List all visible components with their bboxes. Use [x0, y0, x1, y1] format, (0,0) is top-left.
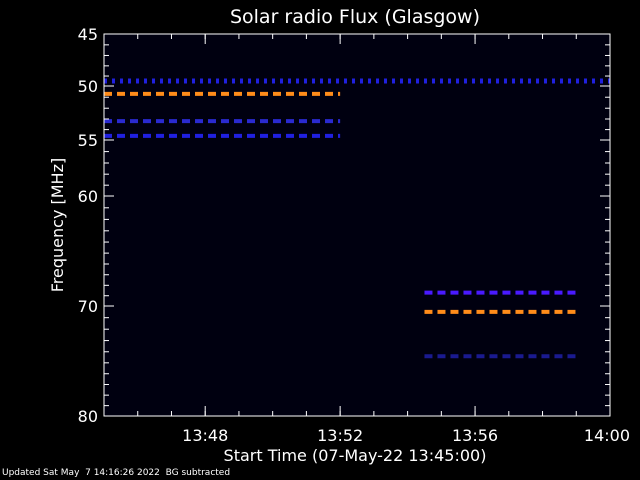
- plot-area: [104, 34, 610, 416]
- x-tick-label: 13:52: [317, 426, 363, 445]
- y-tick-label: 70: [78, 297, 98, 316]
- plot-frame: [103, 33, 611, 417]
- y-tick-label: 80: [78, 407, 98, 426]
- y-axis: 45 50 55 60 70 80: [78, 25, 610, 426]
- bg-note: BG subtracted: [165, 468, 231, 478]
- y-tick-label: 55: [78, 131, 98, 150]
- x-tick-label: 14:00: [584, 426, 630, 445]
- footer-status: Updated Sat May 7 14:16:26 2022 BG subtr…: [2, 468, 230, 478]
- y-tick-label: 60: [78, 187, 98, 206]
- x-tick-label: 13:48: [182, 426, 228, 445]
- y-axis-label: Frequency [MHz]: [48, 158, 67, 292]
- spectral-bands: [104, 78, 610, 359]
- x-axis-label: Start Time (07-May-22 13:45:00): [224, 446, 487, 465]
- x-axis: 13:48 13:52 13:56 14:00: [137, 34, 630, 445]
- updated-timestamp: Updated Sat May 7 14:16:26 2022: [2, 468, 160, 478]
- y-tick-label: 50: [78, 77, 98, 96]
- chart-title: Solar radio Flux (Glasgow): [230, 6, 480, 28]
- y-tick-label: 45: [78, 25, 98, 44]
- x-tick-label: 13:56: [452, 426, 498, 445]
